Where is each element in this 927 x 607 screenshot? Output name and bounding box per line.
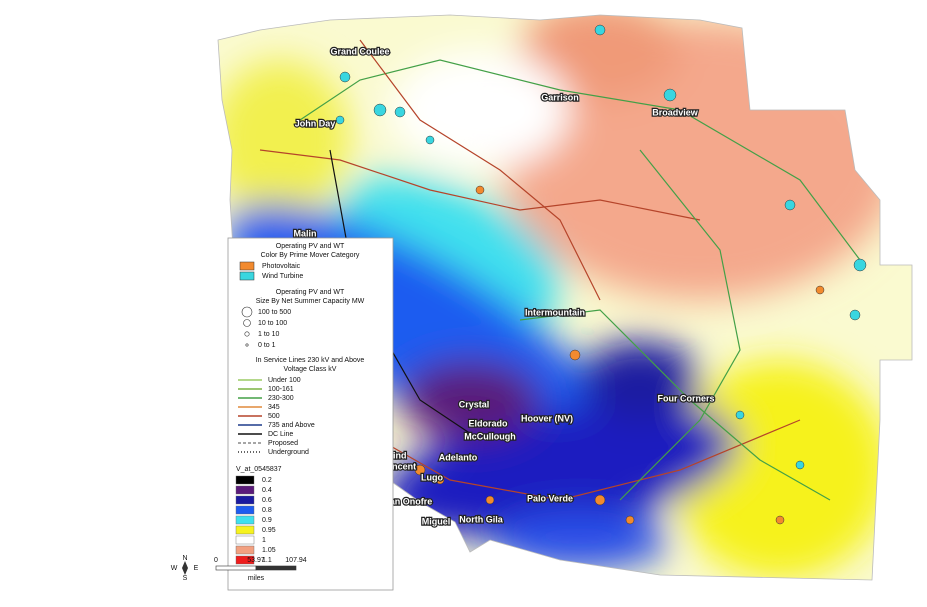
legend-label: 0.9 bbox=[262, 517, 272, 524]
place-label: Grand Coulee bbox=[330, 46, 389, 56]
place-label: Broadview bbox=[652, 107, 699, 117]
legend-title: Operating PV and WT bbox=[276, 243, 345, 250]
legend-title: Operating PV and WT bbox=[276, 289, 345, 296]
legend-swatch bbox=[239, 261, 255, 271]
legend-label: 500 bbox=[268, 413, 280, 420]
legend-label: DC Line bbox=[268, 431, 293, 438]
legend-swatch bbox=[239, 271, 255, 281]
legend-label: 1.05 bbox=[262, 547, 276, 554]
place-label: Crystal bbox=[459, 399, 490, 409]
place-label: San Onofre bbox=[384, 496, 433, 506]
compass-rose bbox=[182, 561, 188, 575]
place-label: McCullough bbox=[464, 431, 516, 441]
place-label: Hoover (NV) bbox=[521, 413, 573, 423]
legend-label: 0.8 bbox=[262, 507, 272, 514]
scale-unit: miles bbox=[248, 575, 265, 582]
legend-label: Wind Turbine bbox=[262, 273, 303, 280]
legend-label: 10 to 100 bbox=[258, 320, 287, 327]
place-label: Miguel bbox=[422, 516, 451, 526]
compass-letter: N bbox=[182, 555, 187, 562]
legend-label: 100-161 bbox=[268, 386, 294, 393]
legend-box bbox=[227, 237, 394, 591]
legend-title: V_at_0545837 bbox=[236, 466, 282, 473]
legend-size bbox=[241, 306, 253, 318]
place-label: North Gila bbox=[459, 514, 503, 524]
place-label: Adelanto bbox=[439, 452, 478, 462]
legend-label: 100 to 500 bbox=[258, 309, 291, 316]
legend-subtitle: Voltage Class kV bbox=[284, 366, 337, 373]
legend-title: In Service Lines 230 kV and Above bbox=[256, 357, 365, 364]
legend-swatch bbox=[235, 545, 255, 555]
scale-label: 0 bbox=[214, 557, 218, 564]
legend-swatch bbox=[235, 525, 255, 535]
place-label: Malin bbox=[293, 228, 316, 238]
legend-swatch bbox=[235, 515, 255, 525]
legend-label: Proposed bbox=[268, 440, 298, 447]
legend-subtitle: Color By Prime Mover Category bbox=[261, 252, 360, 259]
legend-label: 230-300 bbox=[268, 395, 294, 402]
legend-subtitle: Size By Net Summer Capacity MW bbox=[256, 298, 365, 305]
legend-size bbox=[244, 331, 250, 337]
place-label: John Day bbox=[295, 118, 336, 128]
place-label: Lugo bbox=[421, 472, 443, 482]
place-label: Garrison bbox=[541, 92, 579, 102]
place-label: Intermountain bbox=[525, 307, 585, 317]
legend-label: 1 bbox=[262, 537, 266, 544]
legend-swatch bbox=[235, 475, 255, 485]
compass-letter: E bbox=[194, 565, 199, 572]
place-label: Palo Verde bbox=[527, 493, 573, 503]
legend-label: 0.2 bbox=[262, 477, 272, 484]
place-label: Eldorado bbox=[468, 418, 508, 428]
legend: Operating PV and WT Color By Prime Mover … bbox=[227, 237, 394, 591]
scale-bar: N SE W 0 53.97 107.94 miles bbox=[171, 555, 307, 582]
legend-swatch bbox=[235, 535, 255, 545]
compass-letter: W bbox=[171, 565, 178, 572]
legend-size bbox=[243, 319, 251, 327]
legend-label: 0.95 bbox=[262, 527, 276, 534]
legend-size bbox=[245, 343, 249, 347]
compass-letter: S bbox=[183, 575, 188, 582]
legend-label: 1 to 10 bbox=[258, 331, 280, 338]
legend-label: 0 to 1 bbox=[258, 342, 276, 349]
legend-label: Underground bbox=[268, 449, 309, 456]
legend-label: 0.4 bbox=[262, 487, 272, 494]
legend-swatch bbox=[235, 485, 255, 495]
legend-swatch bbox=[235, 555, 255, 565]
legend-label: 345 bbox=[268, 404, 280, 411]
scale-bar-half bbox=[255, 565, 297, 571]
legend-label: 735 and Above bbox=[268, 422, 315, 429]
scale-label: 107.94 bbox=[285, 557, 307, 564]
scale-label: 53.97 bbox=[247, 557, 265, 564]
place-label: Four Corners bbox=[657, 393, 714, 403]
legend-label: Photovoltaic bbox=[262, 263, 301, 270]
legend-label: 0.6 bbox=[262, 497, 272, 504]
legend-label: 1.1 bbox=[262, 557, 272, 564]
legend-swatch bbox=[235, 495, 255, 505]
legend-label: Under 100 bbox=[268, 377, 301, 384]
legend-swatch bbox=[235, 505, 255, 515]
scale-bar-half bbox=[215, 565, 257, 571]
